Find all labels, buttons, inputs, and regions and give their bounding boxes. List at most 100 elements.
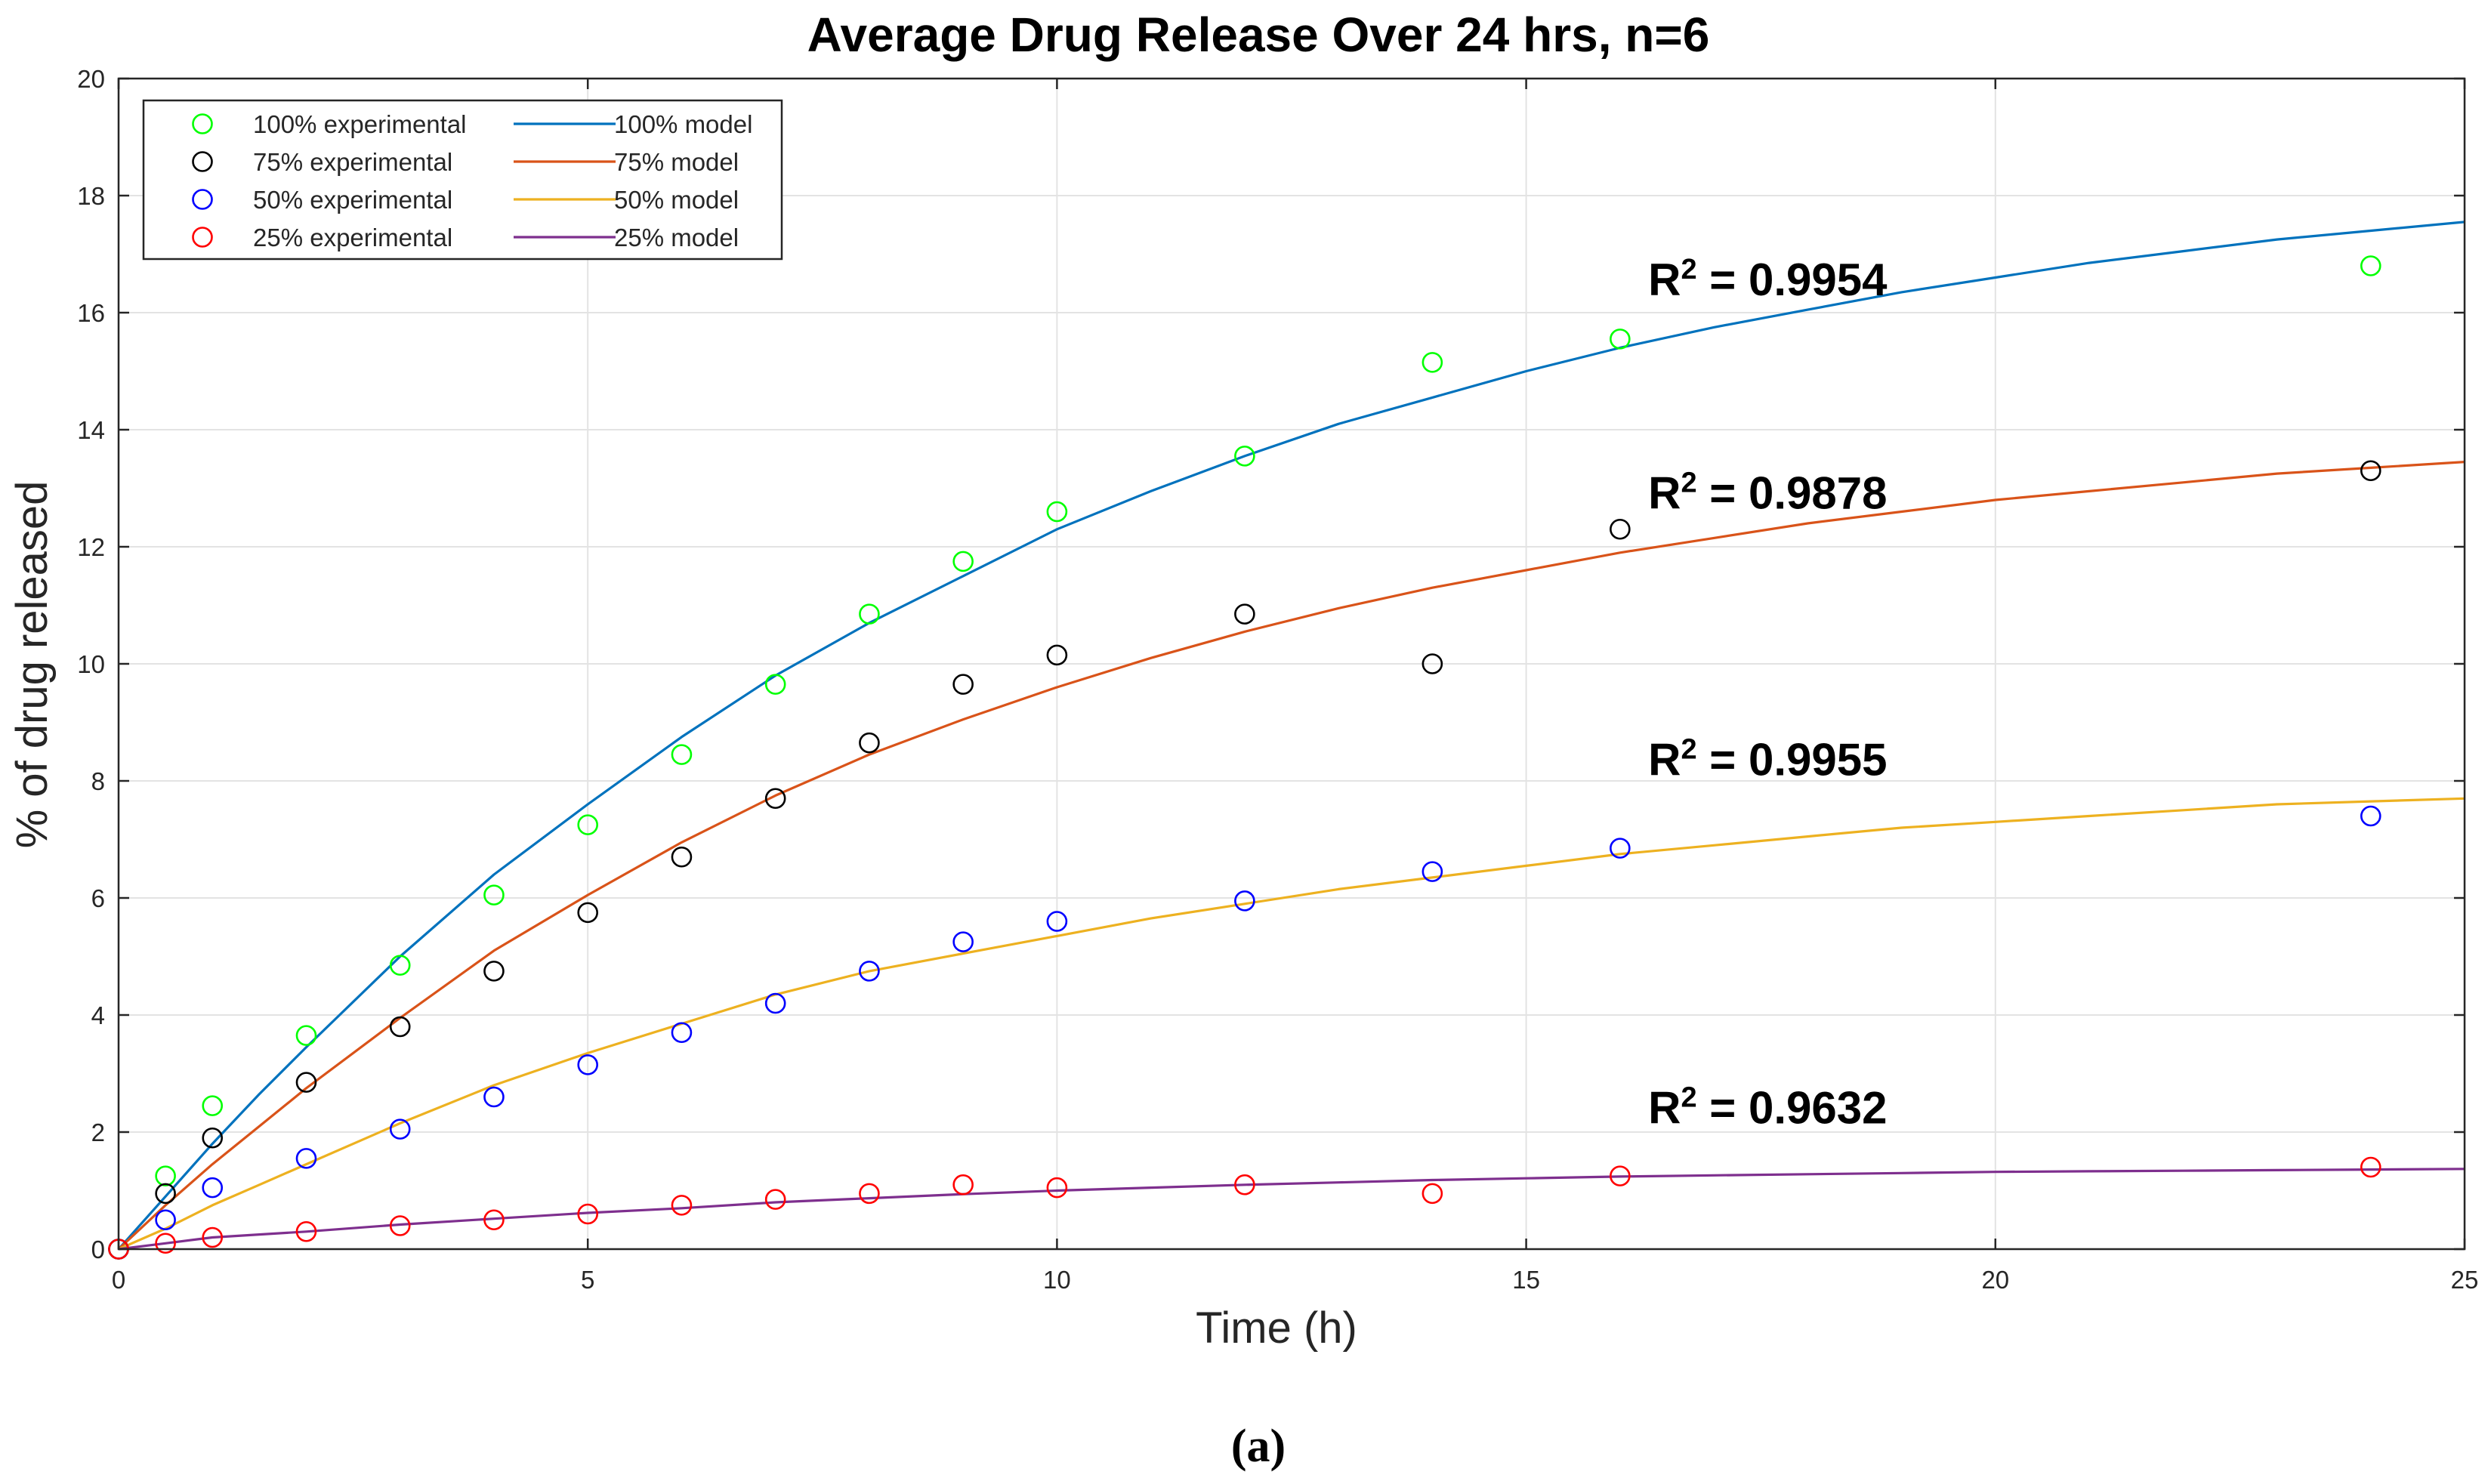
data-point (155, 1165, 176, 1186)
data-point (202, 1177, 224, 1199)
data-point (155, 1183, 176, 1205)
legend-label: 25% model (614, 224, 739, 251)
series-line-50-model (118, 797, 2465, 1251)
legend-marker (192, 151, 213, 172)
data-point (1610, 329, 1631, 350)
data-point (389, 1215, 411, 1236)
y-tick-label: 14 (77, 416, 105, 444)
legend-label: 50% model (614, 186, 739, 214)
y-tick-label: 4 (91, 1001, 105, 1029)
data-point (295, 1220, 317, 1242)
legend-label: 75% experimental (253, 148, 452, 176)
series-line-25-model (118, 1168, 2465, 1251)
data-point (483, 1209, 505, 1231)
legend-label: 50% experimental (253, 186, 452, 214)
y-axis-label: % of drug released (8, 481, 57, 849)
x-tick-label: 25 (2451, 1266, 2479, 1294)
r-squared-label: R2 = 0.9955 (1648, 733, 1887, 785)
r-squared-label: R2 = 0.9878 (1648, 467, 1887, 519)
axis-ticks: 0 5 10 15 20 25 0 2 4 6 8 10 12 14 16 18 20 (77, 65, 2478, 1294)
data-point (155, 1209, 176, 1231)
data-point (1421, 352, 1443, 373)
data-point (764, 674, 786, 695)
data-point (1046, 501, 1068, 523)
data-point (577, 1054, 599, 1075)
series-line-100-model (117, 221, 2465, 1251)
legend-label: 100% experimental (253, 110, 467, 138)
data-point (764, 1189, 786, 1210)
data-point (1234, 890, 1255, 912)
data-point (1610, 838, 1631, 859)
data-point (859, 603, 880, 625)
data-point (952, 551, 974, 572)
data-point (295, 1148, 317, 1169)
data-point (2360, 1156, 2382, 1178)
series-line-75-model (117, 461, 2465, 1251)
data-point (1234, 446, 1255, 467)
data-point (1046, 1177, 1068, 1199)
data-point (764, 788, 786, 810)
legend-marker (192, 227, 213, 248)
x-tick-label: 5 (581, 1266, 594, 1294)
data-point (952, 931, 974, 952)
data-point (2360, 255, 2382, 276)
data-point (859, 732, 880, 754)
data-point (1046, 644, 1068, 666)
legend-items: 100% experimental 75% experimental 50% exp… (192, 110, 752, 251)
data-point (1046, 911, 1068, 932)
data-point (1421, 653, 1443, 674)
data-point (295, 1025, 317, 1046)
x-tick-label: 20 (1981, 1266, 2009, 1294)
legend-marker (192, 113, 213, 134)
data-point (1610, 1165, 1631, 1186)
data-point (483, 884, 505, 906)
y-tick-label: 2 (91, 1118, 105, 1146)
legend-box (142, 99, 783, 261)
grid (118, 78, 2465, 1250)
r-squared-annotations: R2 = 0.9954 R2 = 0.9878 R2 = 0.9955 R2 = 0.… (1648, 254, 1888, 1134)
data-point (764, 992, 786, 1014)
data-point (202, 1226, 224, 1248)
data-point (577, 902, 599, 924)
x-tick-label: 10 (1043, 1266, 1071, 1294)
data-point (952, 1174, 974, 1196)
model-lines (117, 221, 2465, 1251)
data-point (295, 1072, 317, 1093)
data-point (202, 1095, 224, 1116)
data-point (1234, 1174, 1255, 1196)
x-tick-label: 0 (112, 1266, 125, 1294)
data-point (671, 1195, 693, 1216)
data-point (577, 814, 599, 835)
data-point (859, 961, 880, 982)
r-squared-label: R2 = 0.9632 (1648, 1081, 1887, 1133)
y-tick-label: 12 (77, 533, 105, 561)
y-tick-label: 0 (91, 1236, 105, 1263)
data-point (389, 955, 411, 976)
legend-label: 75% model (614, 148, 739, 176)
data-point (671, 846, 693, 868)
data-point (483, 961, 505, 982)
legend-marker (192, 189, 213, 210)
figure-sub-caption: (a) (1231, 1421, 1286, 1472)
data-point (577, 1203, 599, 1225)
y-tick-label: 8 (91, 767, 105, 795)
data-point (155, 1233, 176, 1254)
y-tick-label: 16 (77, 299, 105, 327)
data-point (389, 1118, 411, 1140)
data-point (859, 1183, 880, 1205)
x-axis-label: Time (h) (1196, 1304, 1357, 1353)
data-point (671, 744, 693, 765)
data-point (1421, 861, 1443, 882)
data-point (1610, 518, 1631, 540)
data-point (1421, 1183, 1443, 1205)
data-point (1234, 603, 1255, 625)
data-point (671, 1022, 693, 1044)
r-squared-label: R2 = 0.9954 (1648, 254, 1888, 305)
chart-title: Average Drug Release Over 24 hrs, n=6 (807, 8, 1710, 62)
legend-label: 25% experimental (253, 224, 452, 251)
y-tick-label: 18 (77, 182, 105, 210)
data-point (2360, 805, 2382, 827)
data-point (483, 1086, 505, 1108)
data-point (202, 1127, 224, 1149)
